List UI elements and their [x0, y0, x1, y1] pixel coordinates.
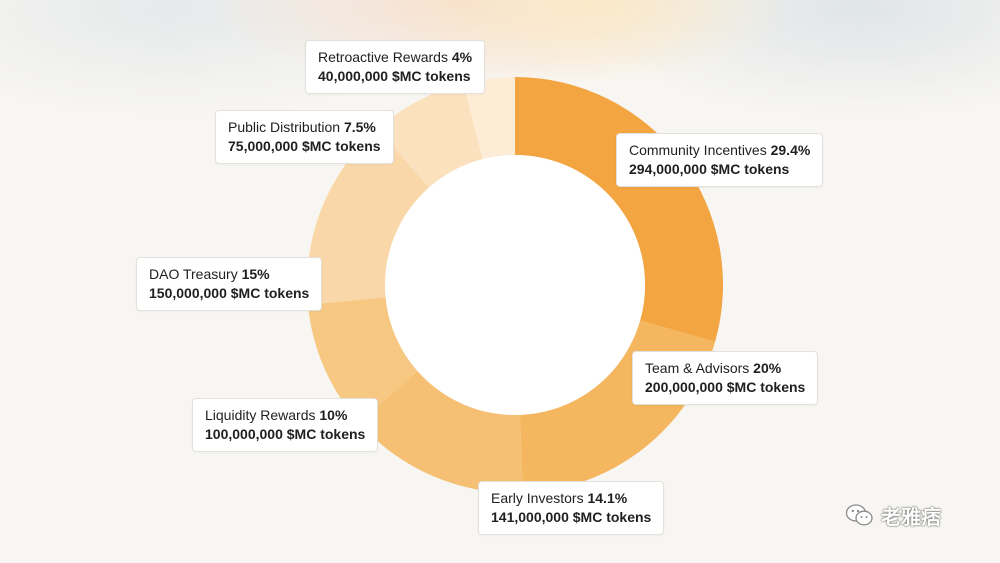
- segment-tokens: 141,000,000 $MC tokens: [491, 509, 652, 525]
- label-community-incentives: Community Incentives 29.4% 294,000,000 $…: [616, 133, 824, 187]
- segment-name: Team & Advisors: [645, 360, 750, 376]
- watermark: 老雅痞: [845, 500, 941, 530]
- donut-slice-early-investors: [358, 370, 523, 493]
- segment-percent: 10%: [319, 407, 348, 423]
- label-retroactive-rewards: Retroactive Rewards 4% 40,000,000 $MC to…: [305, 40, 486, 94]
- segment-name: DAO Treasury: [149, 266, 238, 282]
- segment-tokens: 200,000,000 $MC tokens: [645, 379, 806, 395]
- segment-percent: 14.1%: [587, 490, 628, 506]
- segment-tokens: 100,000,000 $MC tokens: [205, 426, 366, 442]
- segment-name: Public Distribution: [228, 119, 341, 135]
- segment-name: Community Incentives: [629, 142, 767, 158]
- donut-slice-liquidity-rewards: [307, 297, 418, 423]
- segment-percent: 29.4%: [770, 142, 811, 158]
- segment-name: Liquidity Rewards: [205, 407, 316, 423]
- segment-name: Retroactive Rewards: [318, 49, 448, 65]
- segment-name: Early Investors: [491, 490, 584, 506]
- segment-percent: 4%: [451, 49, 473, 65]
- segment-tokens: 150,000,000 $MC tokens: [149, 285, 310, 301]
- label-early-investors: Early Investors 14.1% 141,000,000 $MC to…: [478, 481, 665, 535]
- wechat-icon: [845, 504, 873, 526]
- label-dao-treasury: DAO Treasury 15% 150,000,000 $MC tokens: [136, 257, 323, 311]
- donut-hole: [385, 155, 645, 415]
- watermark-text: 老雅痞: [881, 504, 941, 529]
- donut-slice-dao-treasury: [307, 128, 430, 305]
- donut-slice-community-incentives: [515, 77, 723, 342]
- donut-slice-public-distribution: [377, 83, 483, 188]
- label-public-distribution: Public Distribution 7.5% 75,000,000 $MC …: [215, 110, 394, 164]
- segment-percent: 20%: [753, 360, 782, 376]
- segment-tokens: 294,000,000 $MC tokens: [629, 161, 790, 177]
- donut-slice-retroactive-rewards: [463, 77, 515, 160]
- segment-tokens: 75,000,000 $MC tokens: [228, 138, 381, 154]
- label-liquidity-rewards: Liquidity Rewards 10% 100,000,000 $MC to…: [192, 398, 379, 452]
- label-team-advisors: Team & Advisors 20% 200,000,000 $MC toke…: [632, 351, 819, 405]
- segment-percent: 15%: [241, 266, 270, 282]
- segment-percent: 7.5%: [343, 119, 376, 135]
- segment-tokens: 40,000,000 $MC tokens: [318, 68, 471, 84]
